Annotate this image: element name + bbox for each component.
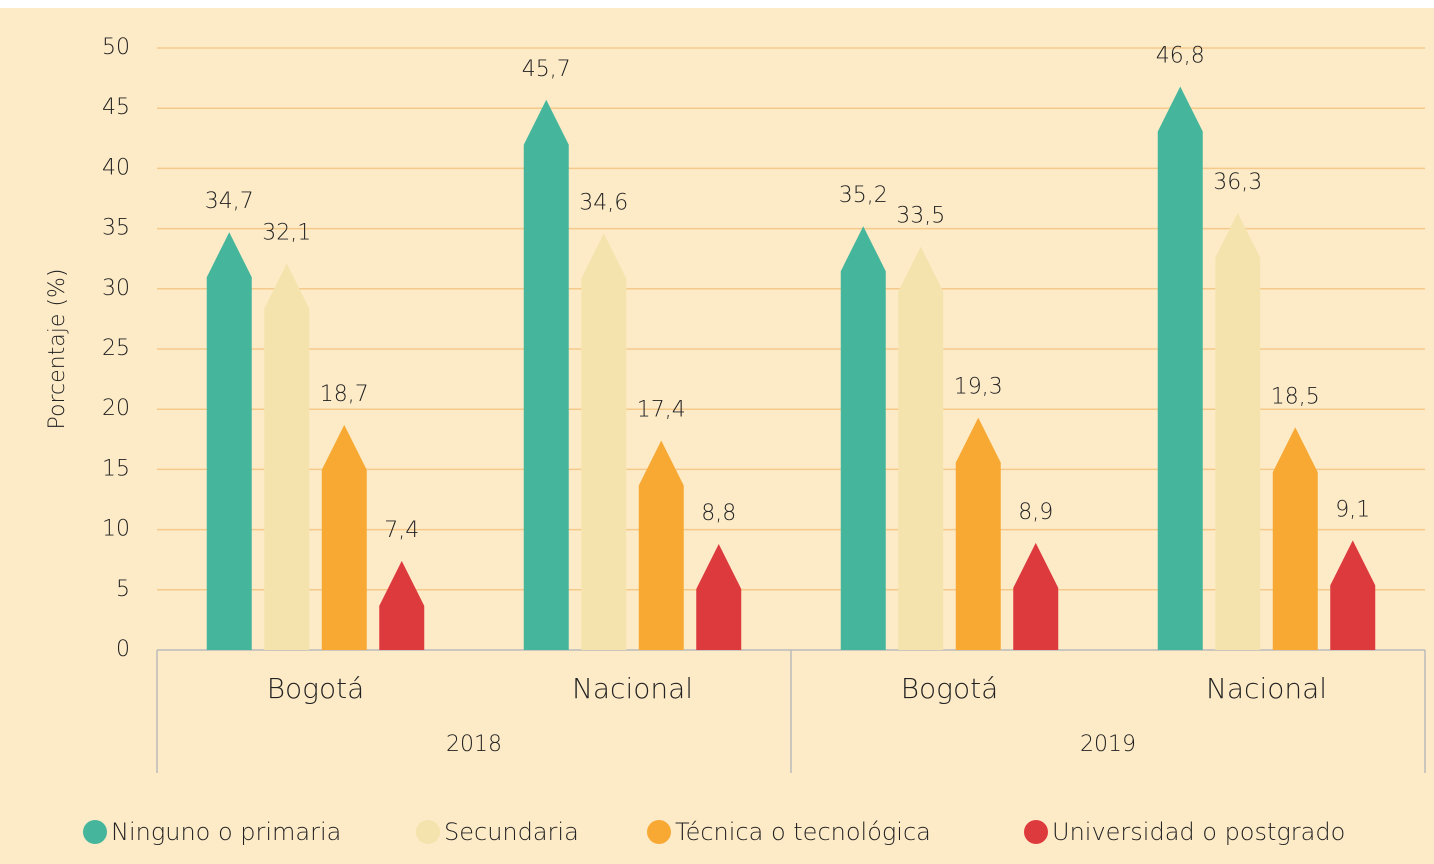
legend-swatch bbox=[416, 820, 440, 844]
y-tick-label: 10 bbox=[102, 517, 130, 542]
legend-label: Técnica o tecnológica bbox=[675, 818, 931, 846]
y-tick-label: 20 bbox=[102, 396, 130, 421]
y-tick-label: 40 bbox=[102, 155, 130, 180]
data-label: 9,1 bbox=[1335, 497, 1370, 522]
top-strip bbox=[0, 0, 1434, 8]
bar bbox=[955, 417, 1001, 650]
bar bbox=[1215, 212, 1261, 650]
bar bbox=[206, 232, 252, 650]
data-label: 19,3 bbox=[954, 375, 1003, 400]
data-label: 34,7 bbox=[205, 189, 254, 214]
bar bbox=[1013, 542, 1059, 650]
y-axis-label: Porcentaje (%) bbox=[45, 269, 70, 430]
x-tick-label: Bogotá bbox=[267, 672, 365, 705]
y-tick-label: 5 bbox=[116, 577, 130, 602]
x-tick-label: Bogotá bbox=[901, 672, 999, 705]
group-label: 2018 bbox=[446, 732, 502, 757]
data-label: 46,8 bbox=[1156, 44, 1205, 69]
data-label: 45,7 bbox=[522, 57, 571, 82]
y-tick-label: 15 bbox=[102, 456, 130, 481]
y-tick-label: 35 bbox=[102, 216, 130, 241]
data-label: 18,5 bbox=[1271, 384, 1320, 409]
data-label: 35,2 bbox=[839, 183, 888, 208]
data-label: 8,8 bbox=[701, 501, 736, 526]
legend-label: Ninguno o primaria bbox=[111, 818, 341, 846]
legend-label: Secundaria bbox=[444, 818, 579, 846]
data-label: 36,3 bbox=[1213, 170, 1262, 195]
legend-swatch bbox=[1024, 820, 1048, 844]
bar bbox=[321, 424, 367, 650]
bar bbox=[264, 263, 310, 650]
data-label: 34,6 bbox=[579, 190, 628, 215]
legend-swatch bbox=[647, 820, 671, 844]
data-label: 33,5 bbox=[896, 204, 945, 229]
group-label: 2019 bbox=[1080, 732, 1136, 757]
y-tick-label: 0 bbox=[116, 637, 130, 662]
data-label: 8,9 bbox=[1018, 500, 1053, 525]
y-tick-label: 50 bbox=[102, 35, 130, 60]
bar bbox=[1157, 86, 1203, 650]
legend-label: Universidad o postgrado bbox=[1052, 818, 1345, 846]
x-tick-label: Nacional bbox=[1206, 672, 1327, 705]
y-tick-label: 30 bbox=[102, 276, 130, 301]
bar bbox=[840, 226, 886, 650]
bar bbox=[898, 246, 944, 650]
y-tick-label: 25 bbox=[102, 336, 130, 361]
y-tick-label: 45 bbox=[102, 95, 130, 120]
data-label: 17,4 bbox=[637, 398, 686, 423]
bar bbox=[1272, 427, 1318, 650]
bar bbox=[379, 560, 425, 650]
data-label: 32,1 bbox=[262, 221, 311, 246]
legend-swatch bbox=[83, 820, 107, 844]
data-label: 7,4 bbox=[384, 518, 419, 543]
bar bbox=[581, 233, 627, 650]
data-label: 18,7 bbox=[320, 382, 369, 407]
bar bbox=[523, 99, 569, 651]
bar bbox=[638, 440, 684, 650]
x-tick-label: Nacional bbox=[572, 672, 693, 705]
bar bbox=[1330, 540, 1376, 650]
bar bbox=[696, 544, 742, 650]
